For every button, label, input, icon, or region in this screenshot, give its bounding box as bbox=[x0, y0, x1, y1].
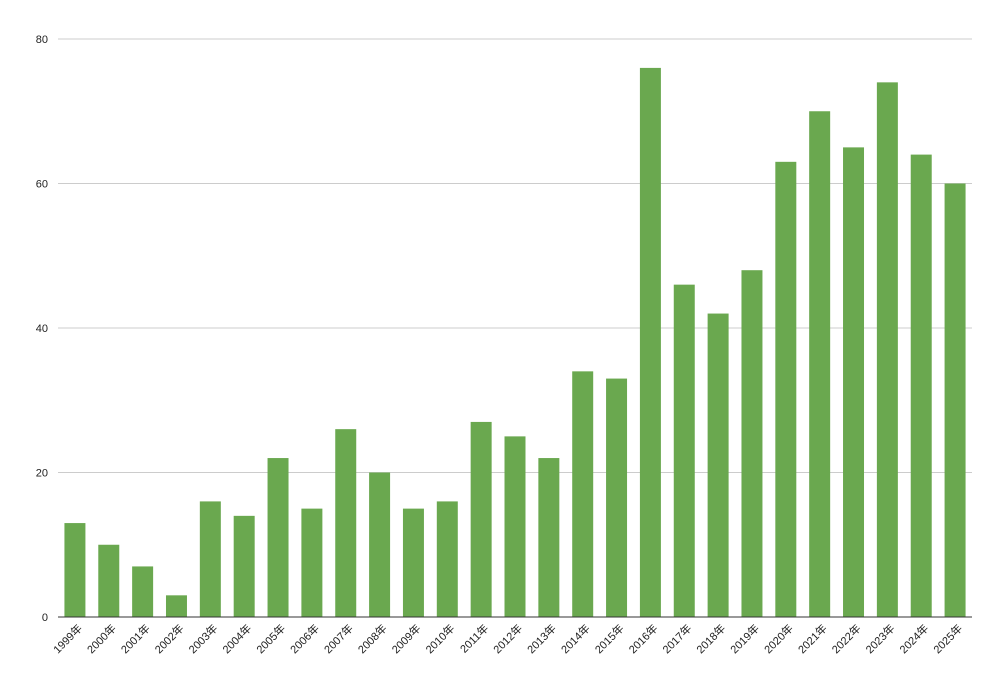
x-tick-label: 2019年 bbox=[727, 621, 762, 656]
x-tick-label: 2024年 bbox=[896, 621, 931, 656]
x-tick-label: 1999年 bbox=[50, 621, 85, 656]
y-tick-label: 40 bbox=[36, 323, 48, 335]
x-tick-label: 2023年 bbox=[863, 621, 898, 656]
x-tick-label: 2004年 bbox=[219, 621, 254, 656]
bar-2022年 bbox=[843, 147, 865, 617]
bar-2020年 bbox=[775, 161, 797, 617]
x-tick-label: 2011年 bbox=[457, 621, 491, 655]
bar-2014年 bbox=[572, 371, 594, 617]
y-tick-label: 0 bbox=[42, 612, 48, 624]
y-axis-tick-labels: 0 20 40 60 80 bbox=[36, 34, 48, 624]
bar-2017年 bbox=[673, 284, 695, 617]
bar-2000年 bbox=[98, 544, 120, 617]
bar-2008年 bbox=[369, 472, 391, 617]
x-tick-label: 2002年 bbox=[152, 621, 187, 656]
x-tick-label: 2008年 bbox=[355, 621, 390, 656]
bar-2019年 bbox=[741, 270, 763, 617]
bar-2005年 bbox=[267, 458, 289, 617]
y-tick-label: 80 bbox=[36, 34, 48, 46]
x-tick-label: 2013年 bbox=[524, 621, 559, 656]
bar-2018年 bbox=[707, 313, 729, 617]
x-tick-label: 2021年 bbox=[795, 621, 830, 656]
bar-2013年 bbox=[538, 458, 560, 617]
bar-2011年 bbox=[470, 421, 492, 617]
x-tick-label: 2000年 bbox=[84, 621, 119, 656]
bar-2003年 bbox=[199, 501, 221, 617]
bar-2006年 bbox=[301, 508, 323, 617]
bar-2010年 bbox=[436, 501, 458, 617]
bar-2016年 bbox=[639, 67, 661, 617]
bars bbox=[64, 67, 966, 618]
x-tick-label: 2006年 bbox=[287, 621, 322, 656]
x-tick-label: 2022年 bbox=[829, 621, 864, 656]
y-gridlines bbox=[58, 38, 972, 473]
bar-2023年 bbox=[876, 82, 898, 618]
x-tick-label: 2016年 bbox=[626, 621, 661, 656]
y-tick-label: 60 bbox=[36, 179, 48, 191]
x-tick-label: 2018年 bbox=[693, 621, 728, 656]
bar-2002年 bbox=[165, 595, 187, 617]
bar-2009年 bbox=[402, 508, 424, 617]
x-tick-label: 2003年 bbox=[185, 621, 220, 656]
x-tick-label: 2010年 bbox=[422, 621, 457, 656]
y-tick-label: 20 bbox=[36, 468, 48, 480]
x-tick-label: 2025年 bbox=[930, 621, 965, 656]
x-tick-label: 2017年 bbox=[659, 621, 694, 656]
bar-1999年 bbox=[64, 523, 86, 617]
bar-2021年 bbox=[809, 111, 831, 617]
x-tick-label: 2020年 bbox=[761, 621, 796, 656]
bar-2001年 bbox=[132, 566, 154, 617]
x-tick-label: 2012年 bbox=[490, 621, 525, 656]
x-tick-label: 2005年 bbox=[253, 621, 288, 656]
x-tick-label: 2007年 bbox=[321, 621, 356, 656]
x-axis-tick-labels: 1999年 2000年 2001年 2002年 2003年 2004年 2005年 2006年… bbox=[50, 621, 965, 656]
x-tick-label: 2015年 bbox=[592, 621, 627, 656]
bar-2015年 bbox=[606, 378, 628, 617]
bar-2025年 bbox=[944, 183, 966, 617]
x-tick-label: 2014年 bbox=[558, 621, 593, 656]
bar-2012年 bbox=[504, 436, 526, 617]
x-tick-label: 2009年 bbox=[389, 621, 424, 656]
bar-2004年 bbox=[233, 515, 255, 617]
bar-2024年 bbox=[910, 154, 932, 617]
bar-2007年 bbox=[335, 429, 357, 617]
x-tick-label: 2001年 bbox=[118, 621, 153, 656]
